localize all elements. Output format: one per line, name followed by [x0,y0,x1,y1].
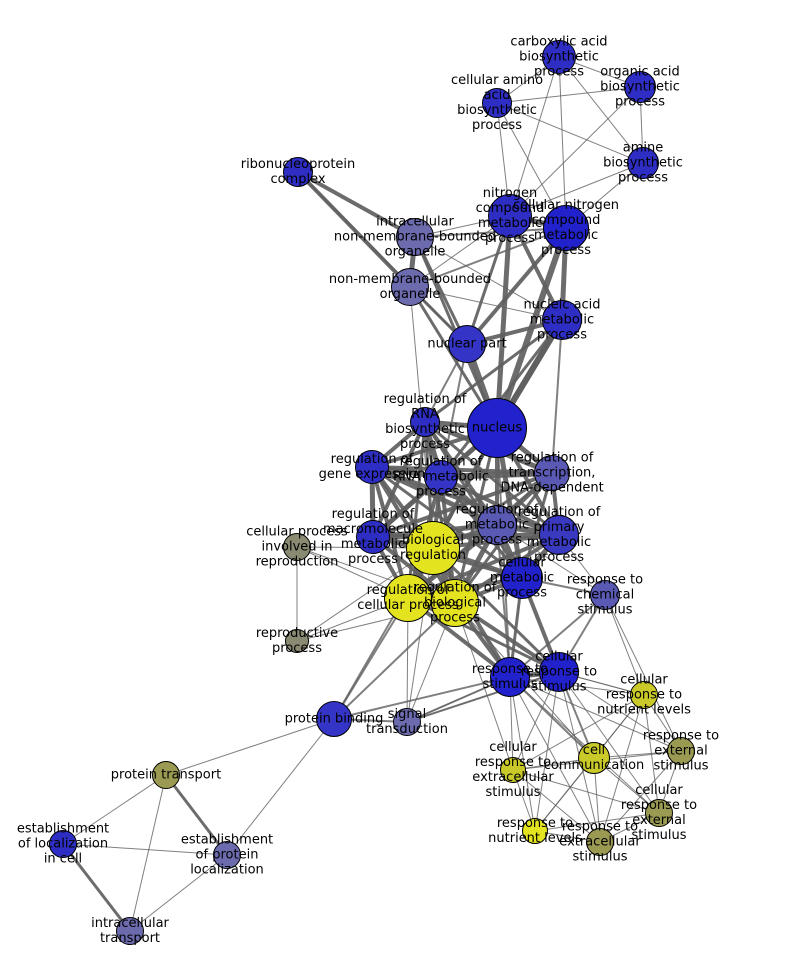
graph-node[interactable] [539,652,579,692]
graph-node[interactable] [490,657,530,697]
graph-node[interactable] [393,708,421,736]
graph-edge [454,602,514,771]
graph-node[interactable] [539,515,579,555]
graph-node[interactable] [467,398,527,458]
graph-edge [129,774,167,932]
graph-edge [465,215,512,345]
graph-edge [558,671,682,752]
graph-edge [465,226,568,346]
graph-edge [512,694,645,771]
graph-edge [496,427,511,678]
graph-edge [164,774,229,856]
graph-node[interactable] [627,147,659,179]
graph-edge [551,319,563,474]
graph-edge [370,464,499,528]
graph-edge [509,676,682,752]
graph-edge [406,547,434,723]
graph-edge [129,854,228,932]
graph-edge [604,594,645,696]
graph-edge [558,671,660,814]
graph-edge [371,465,553,475]
graph-node[interactable] [624,71,656,103]
graph-node[interactable] [645,799,673,827]
graph-node[interactable] [384,574,432,622]
graph-node[interactable] [49,830,77,858]
graph-edge [333,676,511,720]
graph-edge [509,594,606,678]
graph-node[interactable] [448,325,486,363]
graph-node[interactable] [477,505,517,545]
graph-node[interactable] [482,88,512,118]
graph-node[interactable] [213,841,241,869]
graph-edge [165,718,335,776]
graph-node[interactable] [542,40,576,74]
graph-node[interactable] [410,407,440,437]
graph-edge [512,769,601,843]
graph-node[interactable] [500,757,526,783]
graph-node[interactable] [667,737,695,765]
graph-edge [558,56,567,229]
graph-node[interactable] [391,268,429,306]
graph-edge [494,215,513,429]
graph-edge [62,843,228,856]
graph-edge [409,286,563,321]
graph-edge [534,812,660,832]
graph-node[interactable] [283,157,313,187]
graph-node[interactable] [152,761,180,789]
graph-edge [509,162,644,217]
graph-node[interactable] [586,828,614,856]
graph-edge [333,602,456,720]
graph-edge [62,774,167,845]
graph-edge [424,318,563,424]
graph-edge [604,594,682,752]
graph-edge [61,843,132,932]
graph-edge [496,86,641,104]
graph-edge [496,102,644,164]
graph-edge [431,546,561,674]
graph-edge [509,56,560,217]
graph-node[interactable] [355,450,389,484]
graph-node[interactable] [285,629,309,653]
graph-edge [509,676,536,832]
graph-node[interactable] [630,681,658,709]
graph-edge [406,671,560,723]
graph-node[interactable] [543,205,589,251]
graph-node[interactable] [283,533,311,561]
graph-edge [512,769,660,814]
graph-node[interactable] [578,742,610,774]
graph-edge [599,750,682,843]
graph-node[interactable] [116,917,144,945]
graph-edge [509,86,641,217]
graph-edge [599,694,645,843]
graph-node[interactable] [424,460,458,494]
graph-edge [226,718,335,856]
graph-edge [534,671,560,832]
graph-edge [371,465,560,537]
graph-edge [424,420,560,537]
graph-edge [414,227,567,238]
graph-node[interactable] [534,455,570,491]
graph-edge [509,676,601,843]
graph-node[interactable] [396,218,434,256]
graph-edge [496,524,606,596]
graph-node[interactable] [356,520,390,554]
graph-node[interactable] [406,521,460,575]
graph-node[interactable] [590,580,620,610]
graph-node[interactable] [542,300,582,340]
graph-node[interactable] [501,557,543,599]
graph-node[interactable] [488,194,532,238]
graph-edge [297,170,416,239]
graph-node[interactable] [431,579,479,627]
graph-node[interactable] [522,818,548,844]
graph-node[interactable] [316,701,352,737]
graph-edge [558,56,644,164]
graph-edge [414,236,563,321]
